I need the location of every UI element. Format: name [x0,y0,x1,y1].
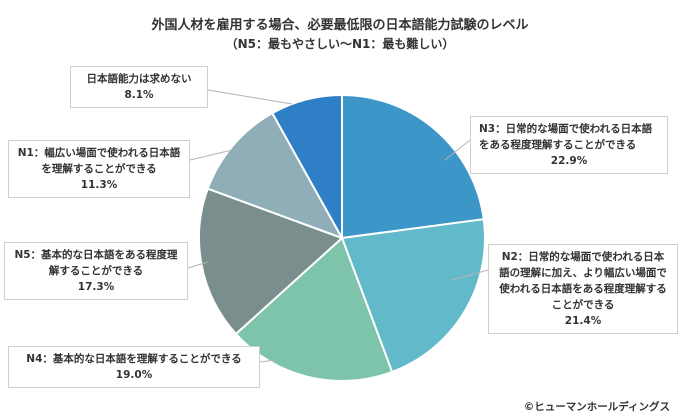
leader-not-required [207,89,293,105]
slice-n2 [340,218,486,374]
label-none-text: 日本語能力は求めない [86,73,192,85]
label-n1-value: 11.3% [80,179,118,191]
label-n5-text: N5：基本的な日本語をある程度理解することができる [14,249,178,277]
slice-n4 [234,236,394,382]
leader-n4 [259,359,276,363]
label-none-value: 8.1% [124,89,154,101]
leader-n1 [189,149,233,161]
slice-not-required [270,93,343,242]
label-n3-text: N3：日常的な場面で使われる日本語をある程度理解することができる [479,123,653,151]
label-n2-text: N2：日常的な場面で使われる日本語の理解に加え、より幅広い場面で使われる日本語を… [499,251,667,311]
slice-n1 [206,111,345,240]
label-n3-value: 22.9% [550,155,588,167]
label-none: 日本語能力は求めない 8.1% [70,66,208,108]
slice-n3 [341,93,485,240]
chart-title: 外国人材を雇用する場合、必要最低限の日本語能力試験のレベル [151,18,529,33]
label-n5-value: 17.3% [77,281,115,293]
label-n4: N4：基本的な日本語を理解することができる 19.0% [8,346,260,388]
label-n3: N3：日常的な場面で使われる日本語をある程度理解することができる 22.9% [470,116,668,174]
leader-n5 [187,261,209,269]
leader-n3 [444,139,471,161]
label-n4-text: N4：基本的な日本語を理解することができる [26,353,242,365]
label-n1-text: N1：幅広い場面で使われる日本語を理解することができる [17,147,181,175]
label-n2-value: 21.4% [564,315,602,327]
chart-subtitle: （N5：最もやさしい〜N1：最も難しい） [225,37,455,51]
leader-n2 [451,269,489,281]
credit-text: ©ヒューマンホールディングス [523,401,670,413]
label-n5: N5：基本的な日本語をある程度理解することができる 17.3% [4,242,188,300]
label-n1: N1：幅広い場面で使われる日本語を理解することができる 11.3% [8,140,190,198]
label-n2: N2：日常的な場面で使われる日本語の理解に加え、より幅広い場面で使われる日本語を… [488,244,678,334]
label-n4-value: 19.0% [115,369,153,381]
